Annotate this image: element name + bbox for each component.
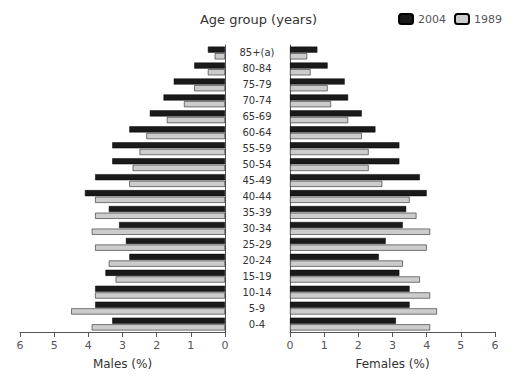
svg-text:30-34: 30-34 — [242, 223, 271, 234]
svg-text:45-49: 45-49 — [242, 175, 271, 186]
svg-text:2: 2 — [355, 339, 362, 352]
svg-text:3: 3 — [389, 339, 396, 352]
svg-text:6: 6 — [492, 339, 499, 352]
svg-text:2: 2 — [153, 339, 160, 352]
svg-text:5: 5 — [51, 339, 58, 352]
svg-text:85+(a): 85+(a) — [239, 47, 274, 58]
svg-text:0: 0 — [222, 339, 229, 352]
svg-text:40-44: 40-44 — [242, 191, 271, 202]
svg-text:10-14: 10-14 — [242, 287, 271, 298]
svg-text:5-9: 5-9 — [249, 303, 265, 314]
svg-text:Males (%): Males (%) — [93, 357, 152, 371]
svg-text:80-84: 80-84 — [242, 63, 271, 74]
svg-text:1: 1 — [321, 339, 328, 352]
svg-text:0: 0 — [287, 339, 294, 352]
svg-text:1989: 1989 — [474, 13, 502, 26]
svg-text:60-64: 60-64 — [242, 127, 271, 138]
svg-text:2004: 2004 — [418, 13, 446, 26]
svg-text:3: 3 — [119, 339, 126, 352]
svg-text:1: 1 — [187, 339, 194, 352]
svg-text:55-59: 55-59 — [242, 143, 271, 154]
svg-text:5: 5 — [457, 339, 464, 352]
svg-text:6: 6 — [17, 339, 24, 352]
svg-text:Females (%): Females (%) — [355, 357, 429, 371]
svg-text:65-69: 65-69 — [242, 111, 271, 122]
svg-text:70-74: 70-74 — [242, 95, 271, 106]
svg-text:75-79: 75-79 — [242, 79, 271, 90]
svg-text:Age group (years): Age group (years) — [200, 12, 317, 27]
svg-text:20-24: 20-24 — [242, 255, 271, 266]
svg-text:15-19: 15-19 — [242, 271, 271, 282]
svg-text:25-29: 25-29 — [242, 239, 271, 250]
svg-text:0-4: 0-4 — [249, 319, 265, 330]
svg-text:50-54: 50-54 — [242, 159, 271, 170]
svg-text:35-39: 35-39 — [242, 207, 271, 218]
svg-text:4: 4 — [85, 339, 92, 352]
svg-text:4: 4 — [423, 339, 430, 352]
